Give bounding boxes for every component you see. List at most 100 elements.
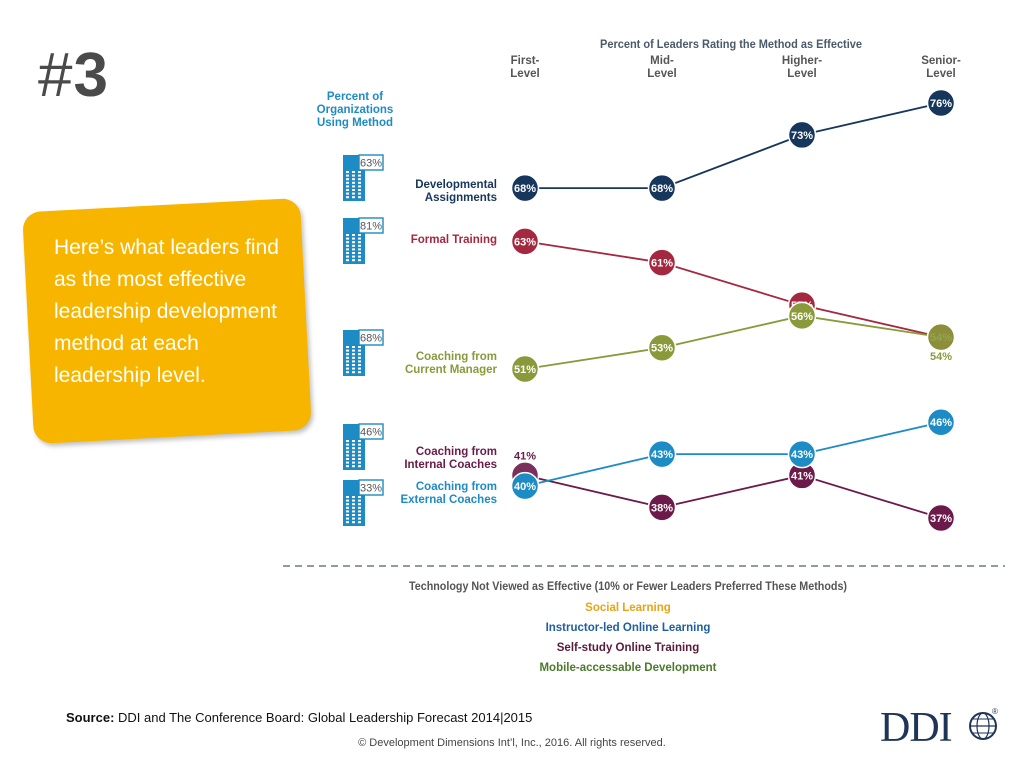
building-window xyxy=(358,237,361,240)
building-window xyxy=(358,503,361,506)
building-window xyxy=(358,346,361,348)
building-window xyxy=(352,521,355,524)
copyright-text: © Development Dimensions Int’l, Inc., 20… xyxy=(358,737,666,749)
building-window xyxy=(352,353,355,356)
building-window xyxy=(358,506,361,509)
building-window xyxy=(352,364,355,366)
building-window xyxy=(352,248,355,251)
building-window xyxy=(346,241,349,244)
org-pct-box xyxy=(358,329,384,346)
building-window xyxy=(352,443,355,446)
registered-mark: ® xyxy=(992,707,998,716)
building-window xyxy=(352,450,355,453)
series-line-coaching_internal xyxy=(524,474,942,519)
building-window xyxy=(358,259,361,262)
building-window xyxy=(352,255,355,258)
building-window xyxy=(346,521,349,524)
building-window xyxy=(346,371,349,374)
data-point-coaching_internal xyxy=(926,503,956,533)
building-window xyxy=(358,178,361,181)
building-window xyxy=(346,171,349,173)
building-window xyxy=(346,237,349,240)
building-window xyxy=(346,517,349,520)
building-window xyxy=(352,496,355,498)
building-window xyxy=(358,356,361,359)
building-window xyxy=(346,192,349,195)
building-window xyxy=(346,461,349,464)
building-window xyxy=(352,259,355,262)
building-window xyxy=(346,499,349,502)
building-window xyxy=(358,244,361,247)
building-window xyxy=(352,185,355,188)
data-point-coaching_external xyxy=(647,439,677,469)
building-window xyxy=(346,440,349,442)
building-window xyxy=(346,349,349,352)
building-window xyxy=(352,192,355,195)
chart-title: Percent of Leaders Rating the Method as … xyxy=(600,39,862,51)
building-window xyxy=(346,496,349,498)
building-window xyxy=(358,349,361,352)
building-window xyxy=(352,499,355,502)
data-point-developmental xyxy=(647,173,677,203)
building-window xyxy=(358,517,361,520)
series-label-coaching_external: External Coaches xyxy=(400,494,497,506)
building-window xyxy=(346,506,349,509)
series-label-developmental: Developmental xyxy=(415,179,497,191)
building-window xyxy=(358,174,361,177)
ddi-logo: DDI xyxy=(880,705,953,751)
data-label-formal: 61% xyxy=(651,258,673,270)
data-point-coaching_internal xyxy=(647,493,677,522)
building-window xyxy=(346,255,349,258)
building-window xyxy=(358,360,361,363)
building-window xyxy=(346,353,349,356)
building-icon: 46% xyxy=(343,423,384,470)
source-note: Source: DDI and The Conference Board: Gl… xyxy=(66,710,532,725)
building-window xyxy=(352,171,355,173)
data-label-coaching_internal: 37% xyxy=(930,513,952,525)
building-window xyxy=(358,499,361,502)
data-label-coaching_manager: 54% xyxy=(930,351,952,363)
building-window xyxy=(352,440,355,442)
data-label-coaching_external: 43% xyxy=(791,449,813,461)
data-point-coaching_manager xyxy=(787,301,817,331)
building-window xyxy=(358,521,361,524)
data-point-coaching_manager xyxy=(647,333,677,362)
data-point-coaching_external xyxy=(510,471,540,501)
building-window xyxy=(352,244,355,247)
building-window xyxy=(352,346,355,348)
building-window xyxy=(352,181,355,184)
building-icon: 33% xyxy=(343,479,384,526)
building-window xyxy=(358,192,361,195)
building-window xyxy=(346,458,349,460)
building-window xyxy=(352,234,355,236)
building-window xyxy=(352,371,355,374)
data-point-formal xyxy=(510,227,540,256)
building-icon: 68% xyxy=(343,329,384,376)
building-window xyxy=(346,360,349,363)
series-line-formal xyxy=(524,240,942,338)
building-window xyxy=(352,510,355,513)
building-window xyxy=(346,503,349,506)
building-window xyxy=(358,496,361,498)
data-label-coaching_internal: 41% xyxy=(514,450,536,462)
building-window xyxy=(358,461,361,464)
building-icon: 63% xyxy=(343,154,384,201)
data-point-developmental xyxy=(926,88,956,118)
building-window xyxy=(358,234,361,236)
data-label-coaching_external: 43% xyxy=(651,449,673,461)
data-label-coaching_external: 40% xyxy=(514,481,536,493)
data-point-coaching_manager xyxy=(926,322,956,352)
building-window xyxy=(358,371,361,374)
building-window xyxy=(352,454,355,457)
series-line-coaching_external xyxy=(524,421,942,487)
data-point-coaching_external xyxy=(926,407,956,437)
org-pct-value: 63% xyxy=(360,158,382,170)
series-label-developmental: Assignments xyxy=(425,192,497,204)
org-pct-box xyxy=(358,154,384,171)
building-window xyxy=(346,252,349,254)
data-point-developmental xyxy=(787,120,817,150)
data-label-coaching_manager: 53% xyxy=(651,343,673,355)
category-label-4: Senior- xyxy=(921,55,961,67)
building-window xyxy=(358,189,361,191)
source-label: Source: xyxy=(66,710,115,725)
